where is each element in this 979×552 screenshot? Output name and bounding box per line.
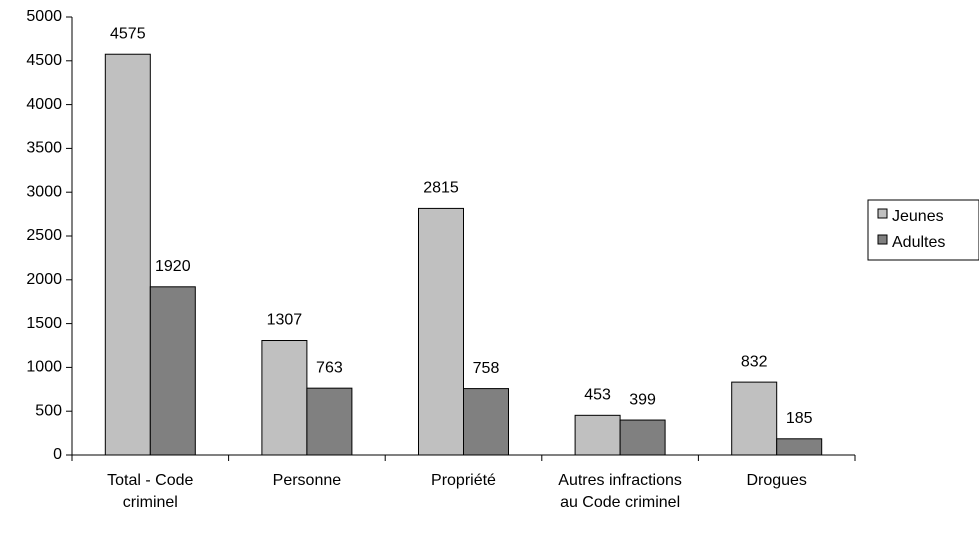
legend-label: Jeunes <box>892 208 944 225</box>
bar <box>149 286 196 456</box>
bar <box>418 207 464 456</box>
x-tick-label: Drogues <box>746 472 807 489</box>
bar <box>731 381 778 456</box>
bar <box>261 340 308 456</box>
y-tick-label: 3500 <box>26 140 62 157</box>
data-label: 185 <box>786 410 813 427</box>
bar <box>619 419 666 456</box>
x-tick-label: Autres infractions au Code criminel <box>558 472 682 511</box>
bar <box>306 387 353 456</box>
y-tick-label: 1000 <box>26 359 62 376</box>
bar <box>104 53 151 456</box>
x-tick-label: Total - Code criminel <box>107 472 194 511</box>
legend-swatch <box>877 208 888 219</box>
data-label: 453 <box>584 387 611 404</box>
data-label: 832 <box>741 353 768 370</box>
y-tick-label: 5000 <box>26 8 62 25</box>
legend-label: Adultes <box>892 234 945 251</box>
y-tick-label: 4500 <box>26 52 62 69</box>
y-tick-label: 500 <box>35 402 62 419</box>
data-label: 763 <box>316 359 343 376</box>
y-tick-label: 2000 <box>26 271 62 288</box>
data-label: 399 <box>629 391 656 408</box>
bar <box>776 438 823 456</box>
data-label: 4575 <box>110 25 146 42</box>
bar <box>574 414 621 456</box>
x-tick-label: Personne <box>272 472 342 489</box>
data-label: 2815 <box>423 180 459 197</box>
data-label: 1307 <box>267 312 303 329</box>
y-tick-label: 1500 <box>26 315 62 332</box>
x-tick-label: Propriété <box>431 472 496 489</box>
y-tick-label: 0 <box>53 446 62 463</box>
y-tick-label: 3000 <box>26 183 62 200</box>
y-tick-label: 2500 <box>26 227 62 244</box>
data-label: 758 <box>473 360 500 377</box>
y-tick-label: 4000 <box>26 96 62 113</box>
data-label: 1920 <box>155 258 191 275</box>
bar <box>463 388 509 456</box>
legend-swatch <box>877 234 888 245</box>
